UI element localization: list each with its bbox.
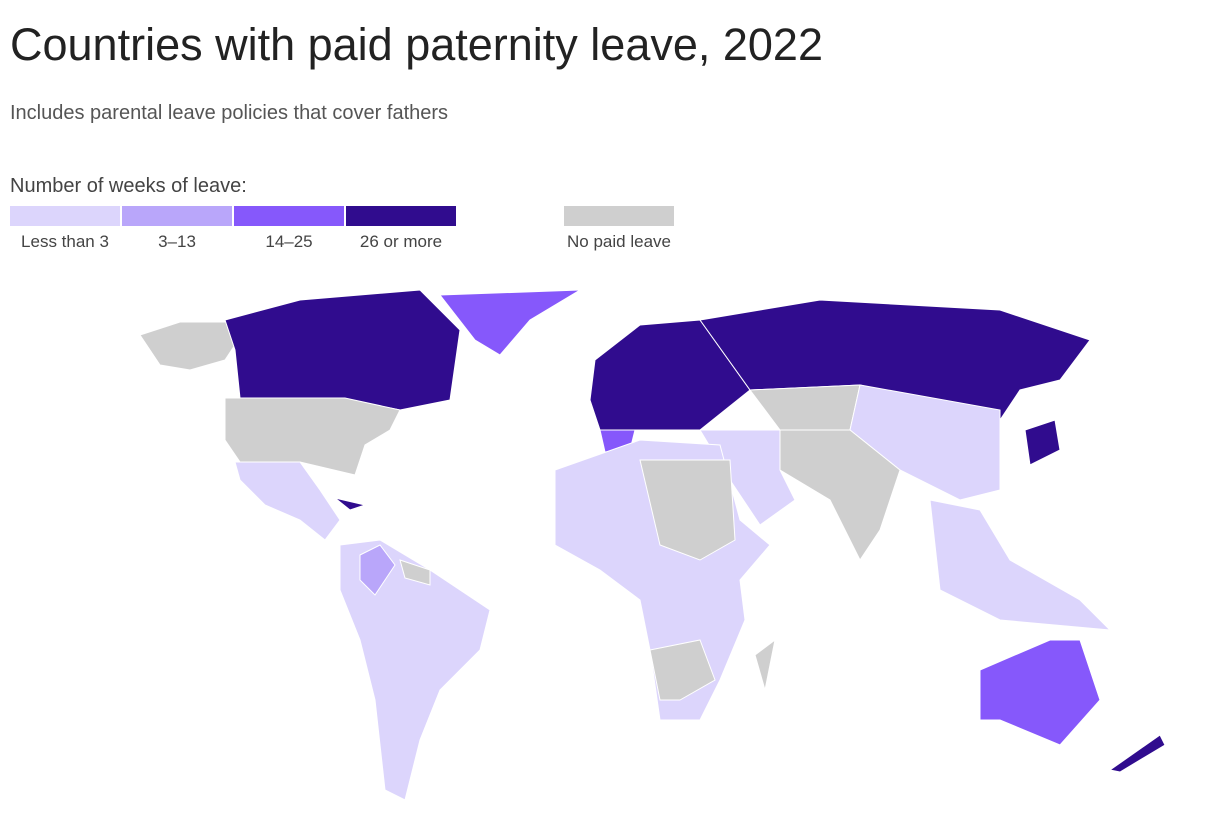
region: [139, 321, 251, 371]
title: Countries with paid paternity leave, 202…: [10, 19, 823, 70]
legend-label: 26 or more: [360, 232, 442, 251]
region: [224, 397, 401, 476]
region: [754, 638, 776, 691]
subtitle: Includes parental leave policies that co…: [10, 102, 448, 124]
legend-label: No paid leave: [567, 232, 671, 251]
legend-label: 3–13: [158, 232, 196, 251]
region: [979, 639, 1101, 746]
legend-title: Number of weeks of leave:: [10, 175, 247, 197]
legend: Less than 3 3–13 14–25 26 or more No paid le…: [10, 206, 674, 251]
legend-swatch: [564, 206, 674, 226]
region: [779, 429, 901, 561]
legend-label: Less than 3: [21, 232, 109, 251]
legend-swatch: [10, 206, 120, 226]
region: [639, 459, 736, 561]
legend-swatch: [234, 206, 344, 226]
region: [224, 289, 461, 411]
legend-swatch: [122, 206, 232, 226]
region: [359, 544, 396, 596]
region: [439, 289, 581, 356]
world-map: [139, 289, 1166, 801]
region: [1108, 734, 1166, 773]
legend-label: 14–25: [265, 232, 312, 251]
region: [1024, 419, 1061, 466]
region: [749, 384, 861, 431]
region: [649, 639, 716, 701]
legend-swatch: [346, 206, 456, 226]
region: [929, 499, 1112, 631]
region: [334, 497, 367, 511]
region: [234, 461, 341, 541]
region: [399, 559, 431, 586]
